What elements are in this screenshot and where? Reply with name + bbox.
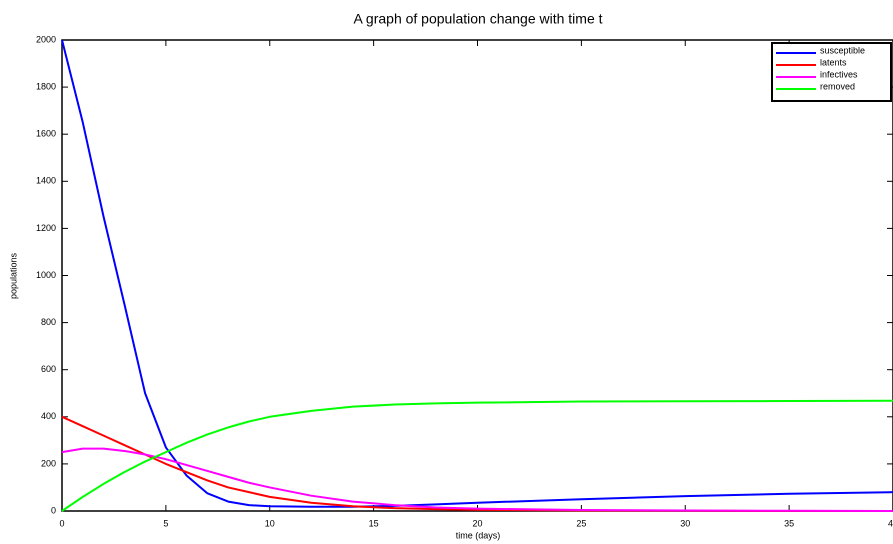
x-tick-label: 15 bbox=[369, 518, 379, 528]
x-tick-label: 30 bbox=[680, 518, 690, 528]
legend-label: infectives bbox=[820, 69, 858, 79]
series-line bbox=[61, 415, 893, 512]
x-tick-label: 40 bbox=[888, 518, 893, 528]
x-tick-label: 10 bbox=[265, 518, 275, 528]
y-tick-label: 1400 bbox=[36, 176, 56, 186]
series-line bbox=[61, 399, 893, 512]
chart-title: A graph of population change with time t bbox=[353, 11, 602, 27]
series-line bbox=[61, 39, 893, 508]
y-tick-label: 400 bbox=[41, 411, 56, 421]
y-tick-label: 600 bbox=[41, 364, 56, 374]
legend-label: latents bbox=[820, 57, 847, 67]
y-tick-label: 200 bbox=[41, 458, 56, 468]
y-axis-label: populations bbox=[8, 252, 18, 299]
y-tick-label: 1000 bbox=[36, 270, 56, 280]
y-tick-label: 2000 bbox=[36, 34, 56, 44]
x-tick-label: 20 bbox=[472, 518, 482, 528]
y-tick-label: 800 bbox=[41, 317, 56, 327]
x-axis-label: time (days) bbox=[456, 530, 501, 540]
series-line bbox=[61, 447, 893, 512]
y-tick-label: 1200 bbox=[36, 223, 56, 233]
legend-label: susceptible bbox=[820, 45, 865, 55]
x-tick-label: 35 bbox=[784, 518, 794, 528]
plot-frame bbox=[61, 39, 893, 512]
x-tick-label: 5 bbox=[163, 518, 168, 528]
y-tick-label: 1800 bbox=[36, 81, 56, 91]
y-tick-label: 0 bbox=[51, 505, 56, 515]
y-tick-label: 1600 bbox=[36, 129, 56, 139]
x-tick-label: 25 bbox=[576, 518, 586, 528]
legend-label: removed bbox=[820, 81, 855, 91]
x-tick-label: 0 bbox=[59, 518, 64, 528]
